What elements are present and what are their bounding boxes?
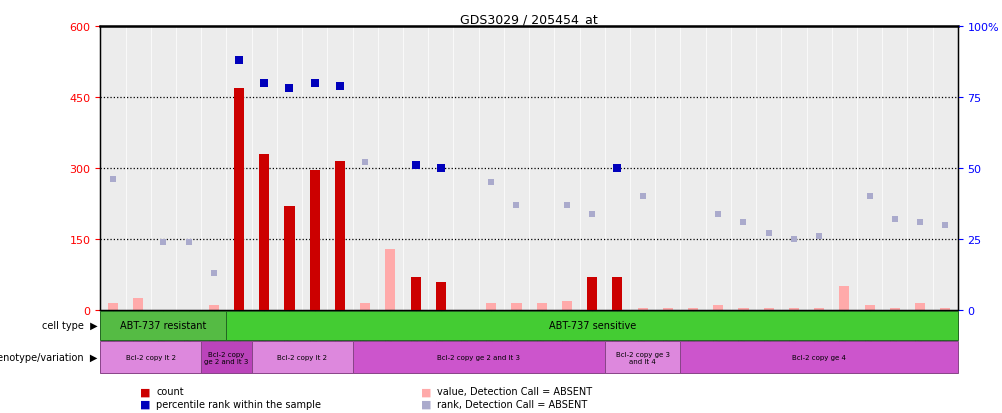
Bar [226,311,957,340]
Bar [108,303,118,311]
Text: genotype/variation  ▶: genotype/variation ▶ [0,352,97,362]
Bar [561,301,571,311]
Bar [679,341,957,373]
Text: ■: ■ [140,387,150,396]
Bar [100,341,201,373]
Bar [889,308,899,311]
Text: Bcl-2 copy ge 3
and lt 4: Bcl-2 copy ge 3 and lt 4 [615,351,669,364]
Bar [637,308,647,311]
Text: ■: ■ [421,387,431,396]
Text: ■: ■ [140,399,150,409]
Bar [611,278,622,311]
Text: Bcl-2 copy ge 4: Bcl-2 copy ge 4 [792,354,846,360]
Title: GDS3029 / 205454_at: GDS3029 / 205454_at [460,13,597,26]
Bar [712,306,722,311]
Bar [839,287,849,311]
Bar [385,249,395,311]
Bar [939,308,949,311]
Bar [763,308,773,311]
Bar [662,308,672,311]
Text: cell type  ▶: cell type ▶ [42,320,97,330]
Text: value, Detection Call = ABSENT: value, Detection Call = ABSENT [437,387,592,396]
Bar [285,206,295,311]
Bar [435,282,446,311]
Text: Bcl-2 copy lt 2: Bcl-2 copy lt 2 [277,354,327,360]
Bar [486,303,496,311]
Bar [259,154,269,311]
Bar [536,303,546,311]
Bar [789,308,799,311]
Bar [100,311,226,340]
Bar [864,306,874,311]
Bar [201,341,252,373]
Text: percentile rank within the sample: percentile rank within the sample [156,399,322,409]
Bar [360,303,370,311]
Bar [310,171,320,311]
Bar [604,341,679,373]
Bar [208,306,218,311]
Text: ABT-737 resistant: ABT-737 resistant [120,320,206,330]
Text: Bcl-2 copy
ge 2 and lt 3: Bcl-2 copy ge 2 and lt 3 [204,351,248,364]
Bar [586,278,596,311]
Bar [914,303,924,311]
Bar [352,341,604,373]
Bar [335,161,345,311]
Bar [252,341,352,373]
Text: ABT-737 sensitive: ABT-737 sensitive [548,320,635,330]
Bar [687,308,697,311]
Text: ■: ■ [421,399,431,409]
Bar [133,299,143,311]
Text: Bcl-2 copy lt 2: Bcl-2 copy lt 2 [125,354,175,360]
Text: Bcl-2 copy ge 2 and lt 3: Bcl-2 copy ge 2 and lt 3 [437,354,520,360]
Bar [511,303,521,311]
Text: count: count [156,387,184,396]
Bar [410,278,420,311]
Bar [233,88,243,311]
Text: rank, Detection Call = ABSENT: rank, Detection Call = ABSENT [437,399,587,409]
Bar [737,308,747,311]
Bar [814,308,824,311]
